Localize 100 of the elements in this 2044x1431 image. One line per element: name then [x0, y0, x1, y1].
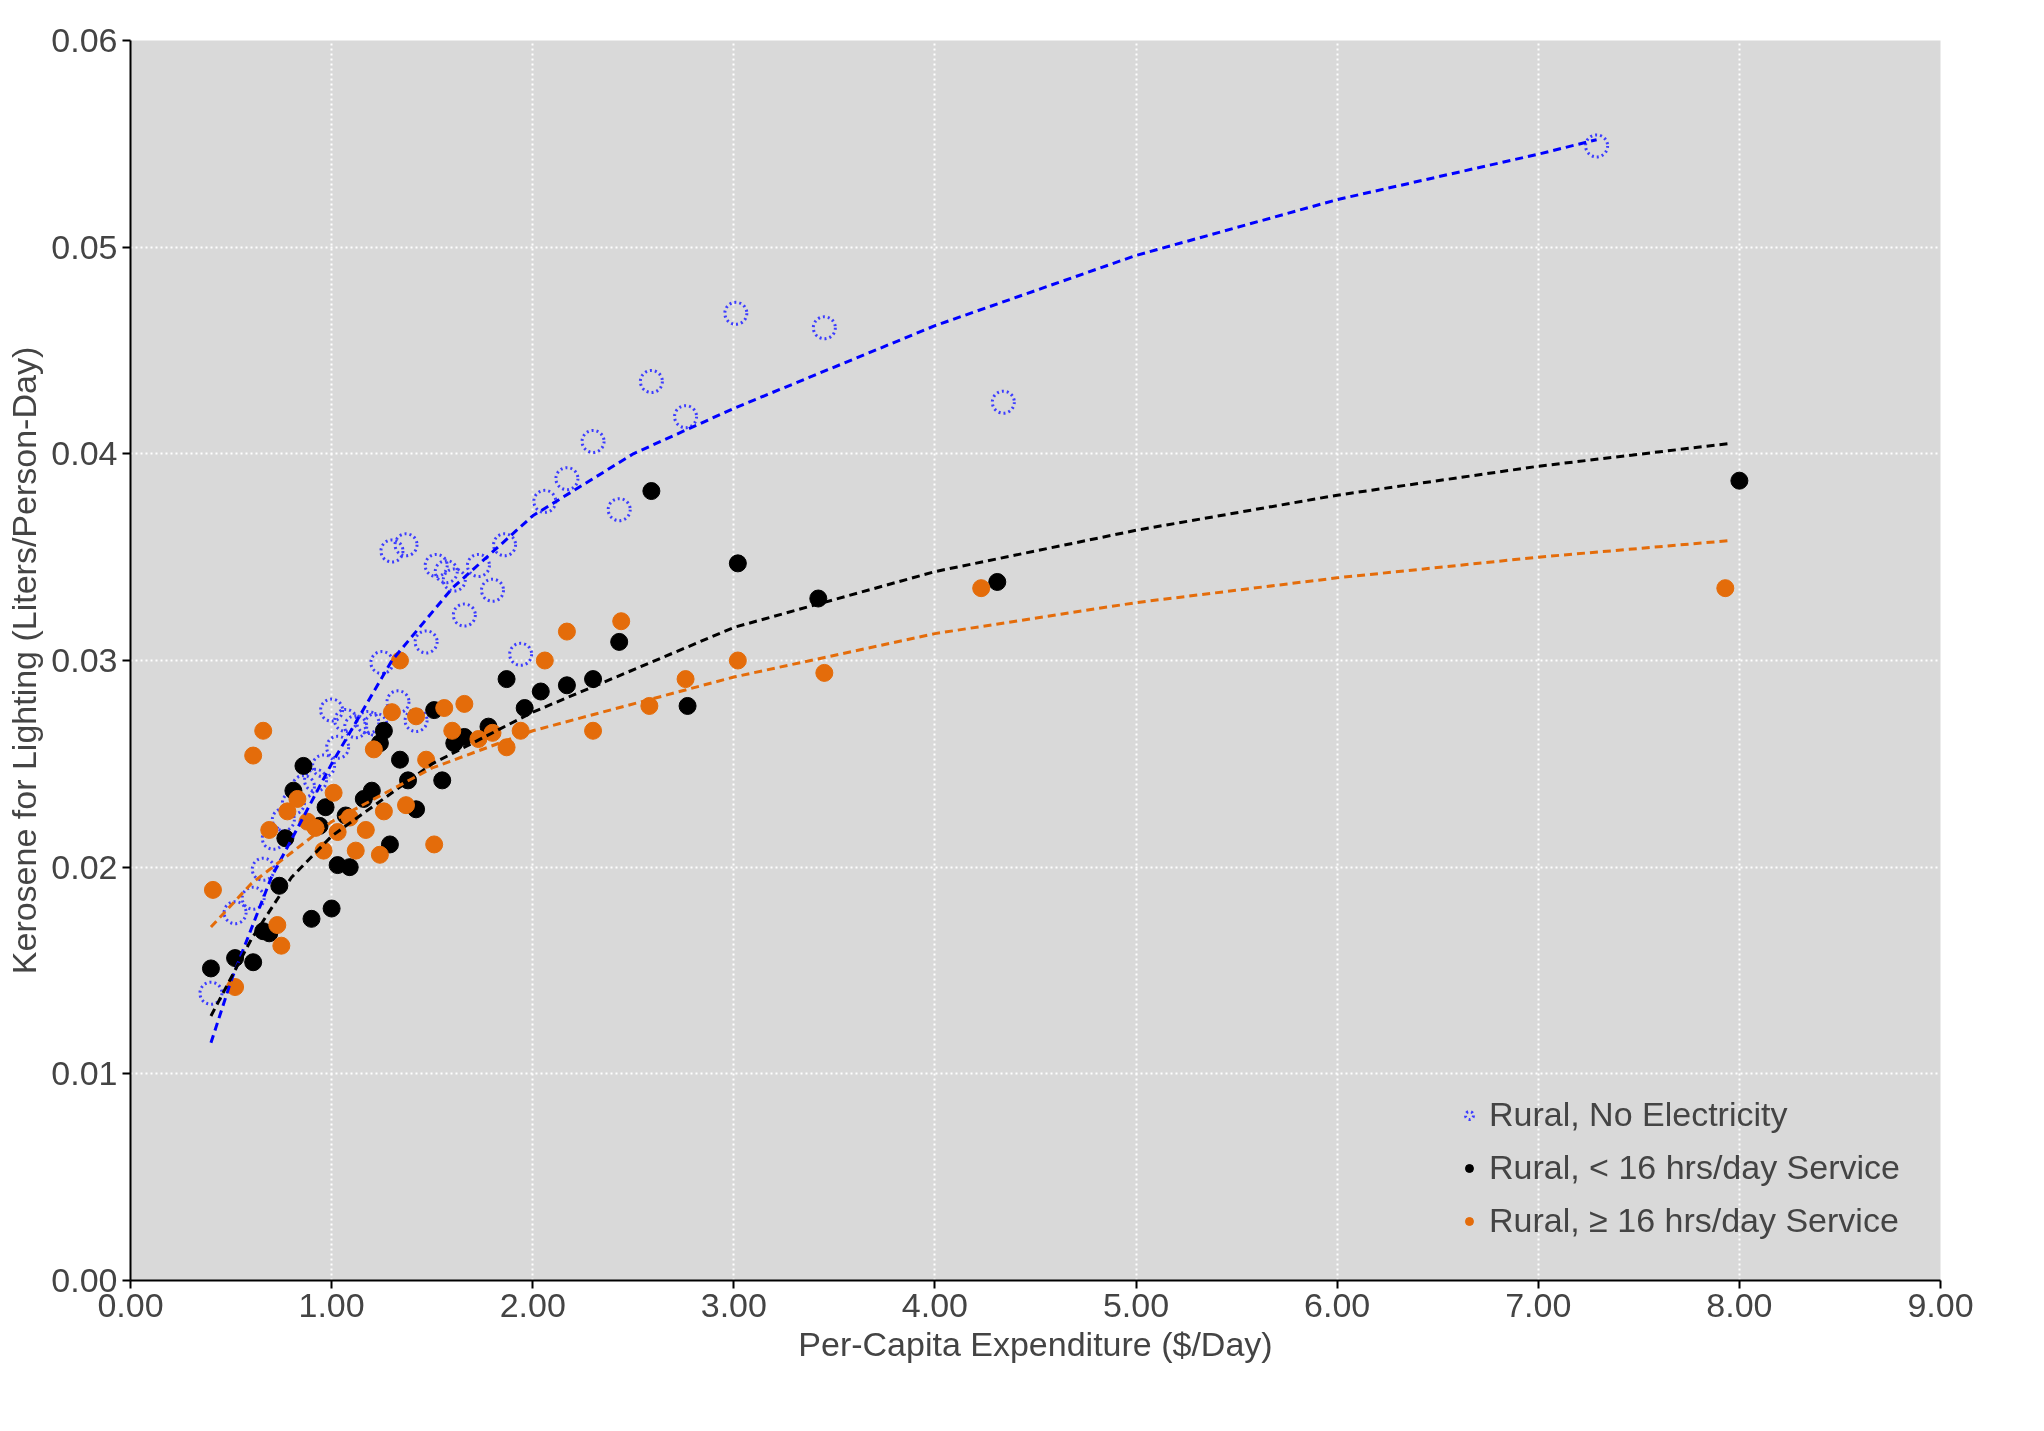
y-tick-label: 0.03: [51, 641, 118, 679]
point: [390, 750, 409, 769]
point: [815, 663, 834, 682]
point: [465, 552, 491, 578]
point: [535, 651, 554, 670]
point: [1584, 133, 1610, 159]
y-tick-label: 0.04: [51, 434, 118, 473]
point: [290, 774, 316, 800]
point: [306, 818, 325, 837]
point: [316, 798, 335, 817]
point: [397, 796, 416, 815]
point: [443, 721, 462, 740]
point: [723, 300, 749, 326]
point: [364, 740, 383, 759]
x-axis-title: Per-Capita Expenditure ($/Day): [798, 1324, 1273, 1363]
point: [580, 428, 606, 454]
point: [441, 567, 467, 593]
y-axis-title: Kerosene for Lighting (Liters/Person-Day): [5, 346, 44, 975]
point: [972, 579, 991, 598]
point: [324, 783, 343, 802]
point: [423, 552, 449, 578]
point: [254, 721, 273, 740]
point: [250, 856, 276, 882]
point: [393, 532, 419, 558]
point: [610, 632, 629, 651]
point: [276, 829, 295, 848]
point: [244, 746, 263, 765]
x-tick-label: 1.00: [298, 1285, 365, 1324]
point: [340, 858, 359, 877]
point: [240, 885, 266, 911]
point: [294, 756, 313, 775]
legend-label: Rural, No Electricity: [1488, 1095, 1788, 1134]
point: [584, 670, 603, 689]
point: [382, 703, 401, 722]
point: [355, 710, 381, 735]
legend-label: Rural, < 16 hrs/day Service: [1488, 1148, 1900, 1187]
y-tick-label: 0.01: [51, 1054, 118, 1093]
point: [990, 389, 1016, 415]
point: [451, 602, 477, 628]
point: [303, 767, 329, 793]
point: [640, 696, 659, 715]
point: [988, 572, 1007, 591]
point: [433, 559, 459, 585]
point: [413, 629, 439, 655]
y-tick-label: 0.06: [51, 21, 118, 59]
point: [642, 482, 661, 501]
point: [455, 694, 474, 713]
point: [497, 738, 516, 757]
point: [480, 577, 505, 603]
point: [333, 707, 359, 733]
point: [557, 676, 576, 695]
x-tick-label: 8.00: [1706, 1285, 1773, 1324]
line-series: [209, 138, 1599, 1045]
point: [515, 699, 534, 718]
x-tick-label: 4.00: [901, 1285, 969, 1324]
point: [728, 651, 747, 670]
point: [435, 699, 454, 718]
line-series: [209, 442, 1731, 1018]
point: [508, 641, 534, 667]
point: [369, 650, 395, 676]
x-tick-label: 9.00: [1907, 1285, 1974, 1324]
point: [362, 781, 381, 800]
point: [385, 689, 411, 715]
point: [433, 771, 452, 790]
x-tick-label: 5.00: [1102, 1285, 1170, 1324]
point: [417, 750, 436, 769]
point: [511, 721, 530, 740]
y-tick-label: 0.05: [51, 227, 118, 266]
point: [612, 612, 631, 631]
point: [325, 734, 351, 760]
point: [1730, 471, 1749, 490]
point: [302, 909, 321, 928]
point: [606, 497, 632, 523]
point: [811, 315, 837, 341]
point: [311, 753, 337, 779]
point: [363, 712, 389, 738]
point: [203, 880, 222, 899]
point: [379, 538, 405, 564]
point: [319, 697, 345, 723]
x-tick-label: 3.00: [700, 1285, 767, 1324]
point: [728, 554, 747, 573]
legend-label: Rural, ≥ 16 hrs/day Service: [1488, 1201, 1899, 1240]
point: [374, 802, 393, 821]
point: [270, 876, 289, 895]
x-tick-label: 6.00: [1304, 1285, 1371, 1324]
point: [673, 404, 699, 430]
point: [222, 900, 248, 926]
point: [198, 980, 224, 1006]
point: [343, 714, 369, 740]
point: [492, 532, 518, 558]
point: [356, 820, 375, 839]
point: [322, 899, 341, 918]
point: [554, 466, 580, 492]
point: [557, 622, 576, 641]
x-tick-label: 2.00: [499, 1285, 566, 1324]
point: [638, 369, 664, 394]
point: [425, 835, 444, 854]
point: [346, 841, 365, 860]
point: [244, 953, 263, 972]
point: [532, 488, 558, 514]
